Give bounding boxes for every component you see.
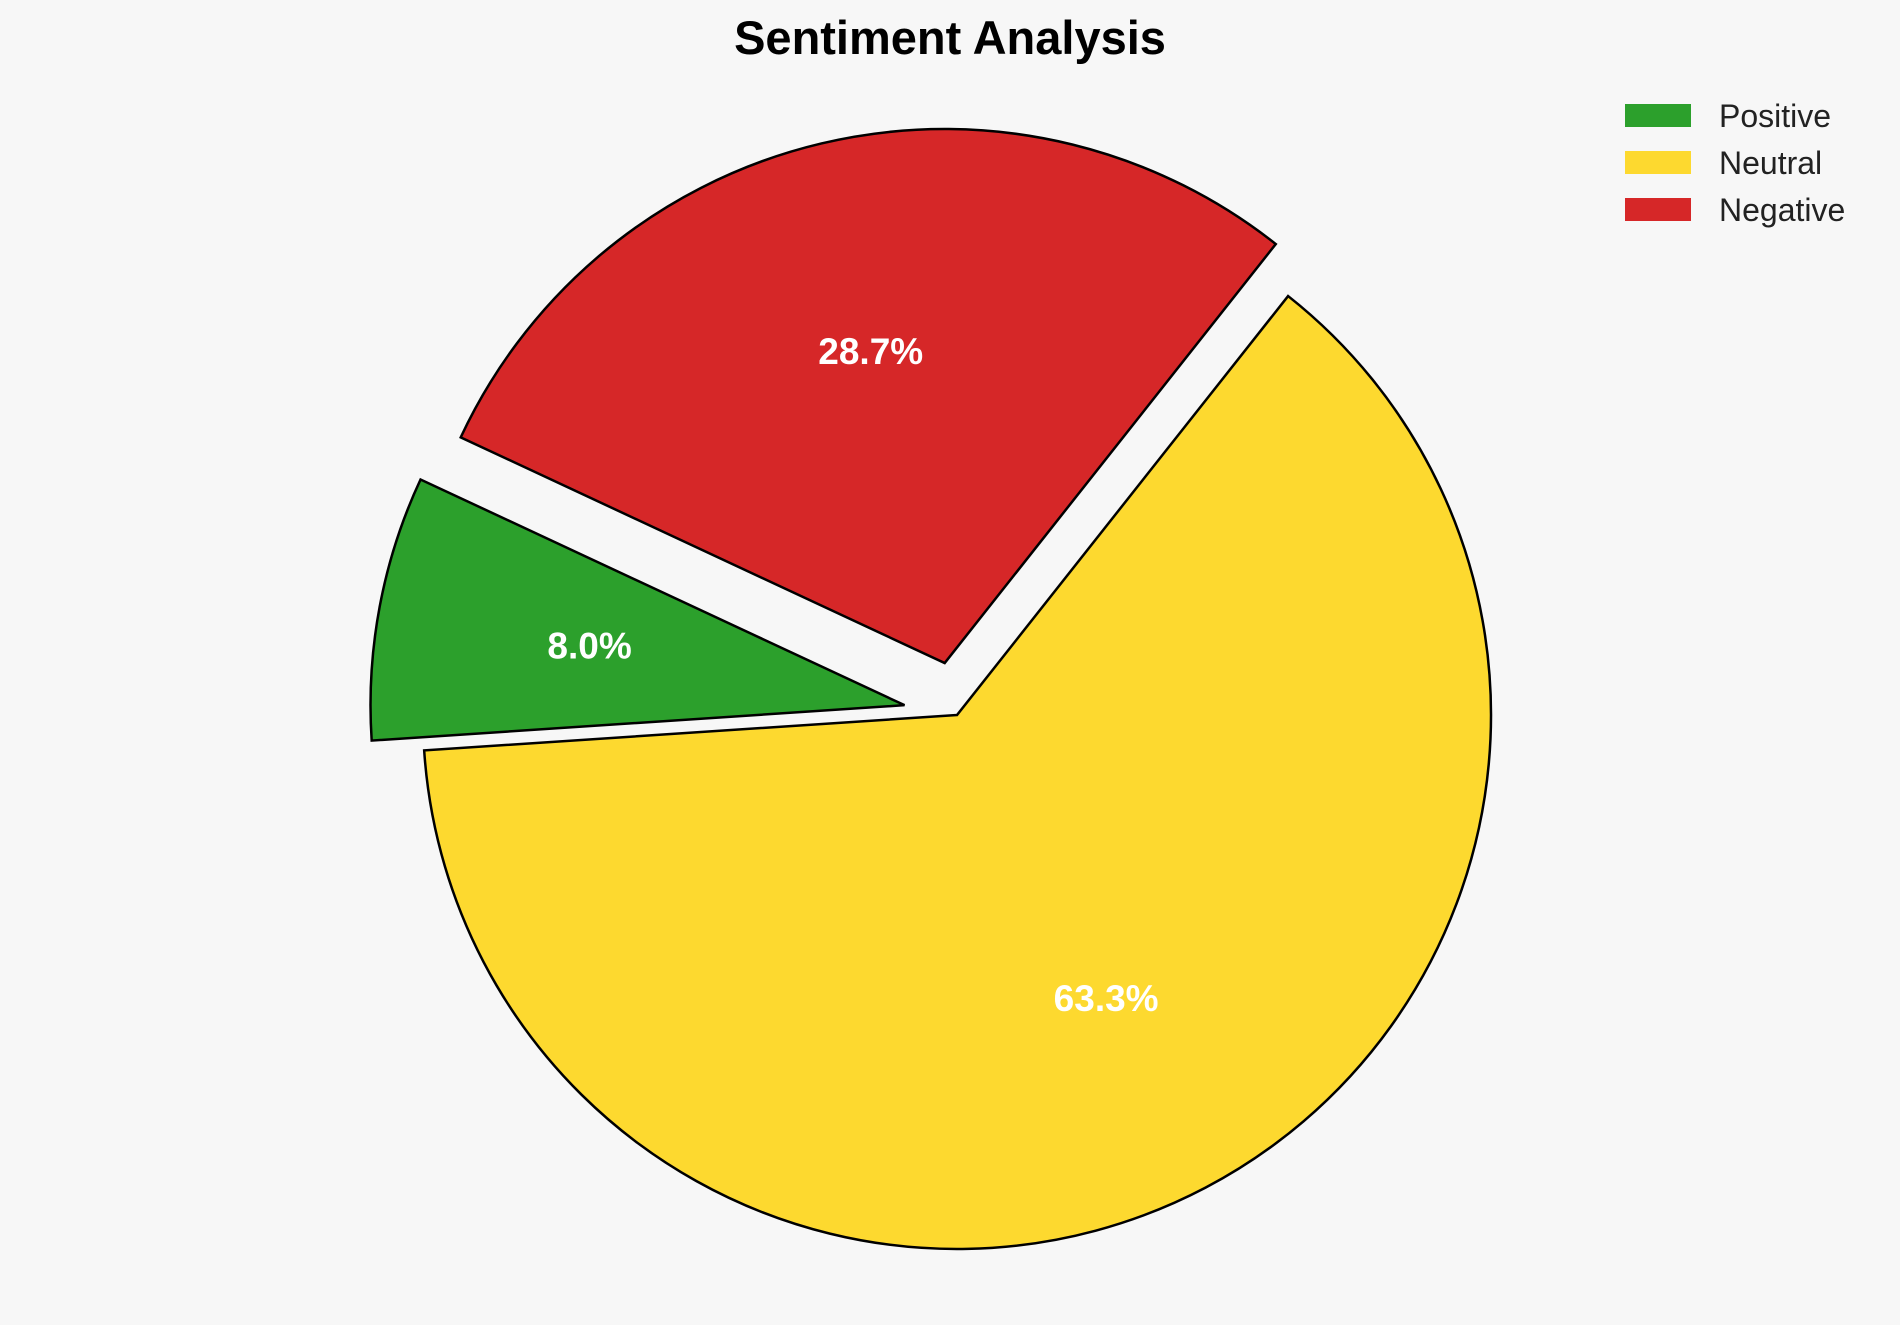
legend-swatch-negative bbox=[1625, 198, 1691, 221]
chart-title: Sentiment Analysis bbox=[734, 11, 1166, 64]
pie-slice-positive bbox=[369, 477, 906, 742]
legend: Positive Neutral Negative bbox=[1625, 98, 1845, 228]
pie-slices bbox=[369, 127, 1493, 1251]
pie-label-neutral: 63.3% bbox=[1054, 978, 1159, 1019]
legend-swatch-neutral bbox=[1625, 151, 1691, 174]
legend-swatch-positive bbox=[1625, 104, 1691, 127]
legend-label-neutral: Neutral bbox=[1719, 145, 1822, 181]
pie-percent-labels: 8.0% 63.3% 28.7% bbox=[547, 331, 1158, 1019]
pie-slice-neutral bbox=[422, 294, 1493, 1251]
pie-label-negative: 28.7% bbox=[818, 331, 923, 372]
pie-slice-negative bbox=[459, 127, 1278, 665]
legend-label-positive: Positive bbox=[1719, 98, 1831, 134]
legend-label-negative: Negative bbox=[1719, 192, 1845, 228]
pie-label-positive: 8.0% bbox=[547, 626, 631, 667]
